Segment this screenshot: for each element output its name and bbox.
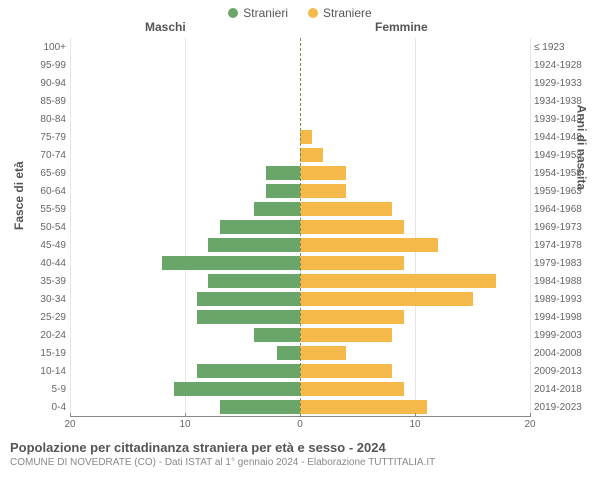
birth-year-label: 1969-1973 xyxy=(534,222,590,233)
bar-male xyxy=(254,202,300,216)
header-female: Femmine xyxy=(375,20,428,34)
bar-male xyxy=(277,346,300,360)
age-label: 15-19 xyxy=(22,348,66,359)
birth-year-label: 1979-1983 xyxy=(534,258,590,269)
age-label: 5-9 xyxy=(22,384,66,395)
bar-male xyxy=(266,184,301,198)
bar-female xyxy=(300,382,404,396)
bar-male xyxy=(254,328,300,342)
birth-year-label: 1959-1963 xyxy=(534,186,590,197)
x-tick-label: 0 xyxy=(297,419,303,430)
bar-female xyxy=(300,346,346,360)
bar-female xyxy=(300,130,312,144)
birth-year-label: 1939-1943 xyxy=(534,114,590,125)
age-label: 0-4 xyxy=(22,402,66,413)
chart-title: Popolazione per cittadinanza straniera p… xyxy=(10,440,600,455)
birth-year-label: 1929-1933 xyxy=(534,78,590,89)
center-line xyxy=(300,38,301,416)
bar-female xyxy=(300,148,323,162)
bar-female xyxy=(300,328,392,342)
age-label: 50-54 xyxy=(22,222,66,233)
x-axis: 201001020 xyxy=(70,416,530,436)
legend-label-male: Stranieri xyxy=(243,6,288,20)
header-male: Maschi xyxy=(145,20,186,34)
bar-male xyxy=(162,256,300,270)
bar-female xyxy=(300,256,404,270)
birth-year-label: 1989-1993 xyxy=(534,294,590,305)
bar-female xyxy=(300,220,404,234)
legend-label-female: Straniere xyxy=(323,6,372,20)
birth-year-label: 1954-1958 xyxy=(534,168,590,179)
age-label: 20-24 xyxy=(22,330,66,341)
column-headers: Maschi Femmine xyxy=(0,20,600,38)
bar-female xyxy=(300,364,392,378)
age-label: 75-79 xyxy=(22,132,66,143)
age-label: 10-14 xyxy=(22,366,66,377)
bar-female xyxy=(300,400,427,414)
birth-year-label: 2004-2008 xyxy=(534,348,590,359)
age-label: 25-29 xyxy=(22,312,66,323)
age-label: 100+ xyxy=(22,42,66,53)
age-label: 45-49 xyxy=(22,240,66,251)
birth-year-label: 1999-2003 xyxy=(534,330,590,341)
x-tick-label: 20 xyxy=(524,419,535,430)
age-label: 60-64 xyxy=(22,186,66,197)
birth-year-label: 2009-2013 xyxy=(534,366,590,377)
population-pyramid-chart: Stranieri Straniere Maschi Femmine Fasce… xyxy=(0,0,600,500)
bar-male xyxy=(208,274,300,288)
birth-year-label: 1994-1998 xyxy=(534,312,590,323)
age-label: 65-69 xyxy=(22,168,66,179)
age-label: 95-99 xyxy=(22,60,66,71)
bar-female xyxy=(300,202,392,216)
chart-subtitle: COMUNE DI NOVEDRATE (CO) - Dati ISTAT al… xyxy=(10,457,600,468)
birth-year-label: 1964-1968 xyxy=(534,204,590,215)
age-label: 55-59 xyxy=(22,204,66,215)
bar-female xyxy=(300,292,473,306)
bar-male xyxy=(197,292,301,306)
bar-male xyxy=(197,310,301,324)
bar-female xyxy=(300,238,438,252)
x-tick-label: 10 xyxy=(179,419,190,430)
bar-female xyxy=(300,166,346,180)
bar-male xyxy=(197,364,301,378)
age-label: 90-94 xyxy=(22,78,66,89)
birth-year-label: ≤ 1923 xyxy=(534,42,590,53)
birth-year-label: 1949-1953 xyxy=(534,150,590,161)
birth-year-label: 1984-1988 xyxy=(534,276,590,287)
bar-male xyxy=(220,400,301,414)
title-block: Popolazione per cittadinanza straniera p… xyxy=(0,436,600,468)
bar-female xyxy=(300,184,346,198)
age-label: 35-39 xyxy=(22,276,66,287)
grid-line xyxy=(530,38,531,416)
birth-year-label: 1944-1948 xyxy=(534,132,590,143)
age-label: 30-34 xyxy=(22,294,66,305)
age-label: 70-74 xyxy=(22,150,66,161)
x-tick-mark xyxy=(185,413,186,417)
age-label: 40-44 xyxy=(22,258,66,269)
x-tick-label: 20 xyxy=(64,419,75,430)
birth-year-label: 1924-1928 xyxy=(534,60,590,71)
legend-item-female: Straniere xyxy=(308,6,372,20)
birth-year-label: 1934-1938 xyxy=(534,96,590,107)
bar-female xyxy=(300,310,404,324)
age-label: 80-84 xyxy=(22,114,66,125)
x-tick-label: 10 xyxy=(409,419,420,430)
birth-year-label: 2019-2023 xyxy=(534,402,590,413)
birth-year-label: 1974-1978 xyxy=(534,240,590,251)
bar-male xyxy=(208,238,300,252)
legend-swatch-female xyxy=(308,8,318,18)
bar-male xyxy=(220,220,301,234)
bar-male xyxy=(174,382,301,396)
legend: Stranieri Straniere xyxy=(0,0,600,20)
legend-swatch-male xyxy=(228,8,238,18)
x-tick-mark xyxy=(70,413,71,417)
x-tick-mark xyxy=(415,413,416,417)
age-label: 85-89 xyxy=(22,96,66,107)
bar-female xyxy=(300,274,496,288)
bar-male xyxy=(266,166,301,180)
birth-year-label: 2014-2018 xyxy=(534,384,590,395)
legend-item-male: Stranieri xyxy=(228,6,288,20)
plot-area: 100+≤ 192395-991924-192890-941929-193385… xyxy=(70,38,530,416)
x-tick-mark xyxy=(530,413,531,417)
